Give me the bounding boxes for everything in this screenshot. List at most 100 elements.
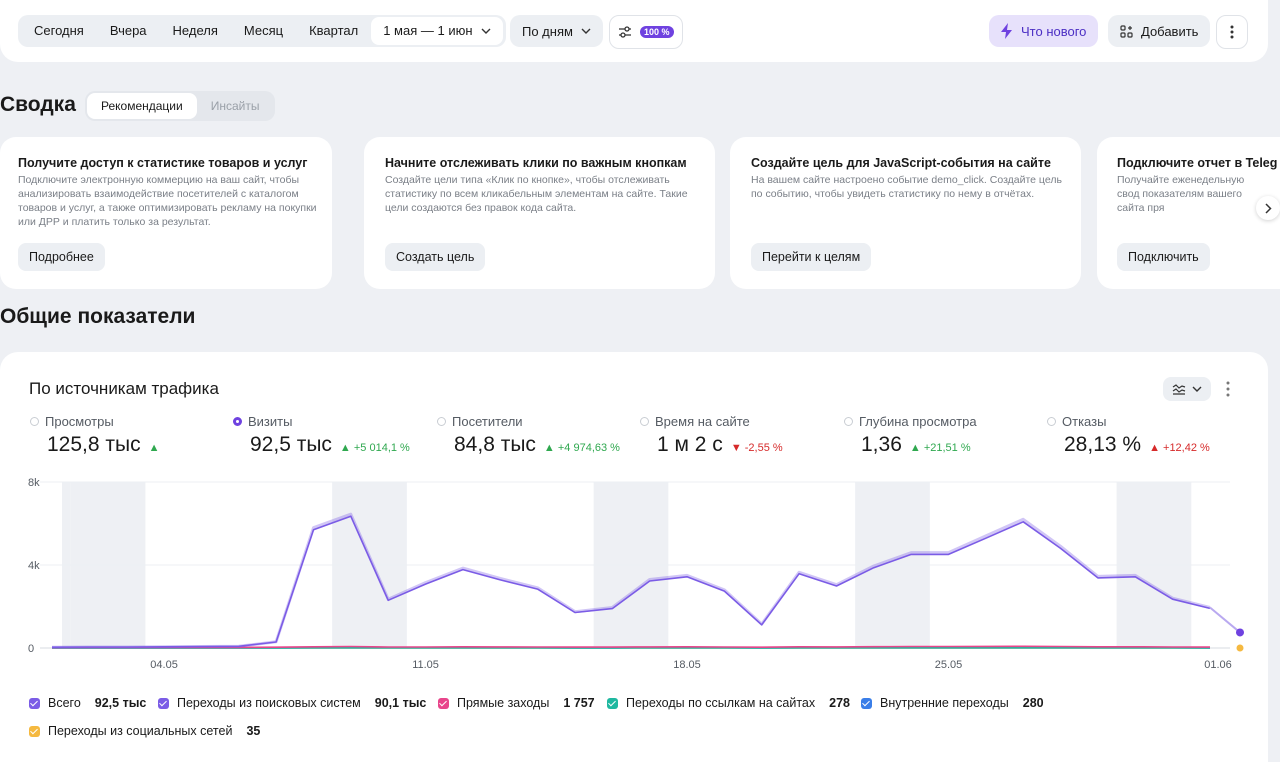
legend-value: 1 757 bbox=[563, 696, 594, 710]
metric-time-on-site[interactable]: Время на сайте 1 м 2 с▼ -2,55 % bbox=[640, 414, 840, 457]
dots-vertical-icon bbox=[1230, 25, 1234, 39]
top-toolbar: Сегодня Вчера Неделя Месяц Квартал 1 мая… bbox=[0, 0, 1268, 62]
legend-item-social[interactable]: Переходы из социальных сетей 35 bbox=[29, 724, 260, 738]
summary-tabs: Рекомендации Инсайты bbox=[85, 91, 275, 121]
tab-recommendations[interactable]: Рекомендации bbox=[87, 93, 197, 119]
sampling-badge: 100 % bbox=[640, 26, 674, 38]
trend-up-icon: ▲ bbox=[149, 442, 160, 454]
card-text: Создайте цели типа «Клик по кнопке», что… bbox=[385, 173, 697, 215]
metric-radio[interactable] bbox=[437, 417, 446, 426]
card-title: Создайте цель для JavaScript-события на … bbox=[751, 156, 1051, 170]
metric-value: 125,8 тыс bbox=[47, 433, 141, 457]
series-endpoint bbox=[1236, 628, 1244, 636]
checkbox-icon bbox=[29, 698, 40, 709]
metric-radio[interactable] bbox=[30, 417, 39, 426]
x-tick-label: 01.06 bbox=[1204, 659, 1232, 671]
card-title: Получите доступ к статистике товаров и у… bbox=[18, 156, 307, 170]
period-quarter-button[interactable]: Квартал bbox=[296, 17, 371, 45]
metric-value: 1,36 bbox=[861, 433, 902, 457]
grouping-select[interactable]: По дням bbox=[510, 15, 603, 47]
add-label: Добавить bbox=[1141, 24, 1198, 39]
chart-type-select[interactable] bbox=[1163, 377, 1211, 401]
card-goals-button[interactable]: Перейти к целям bbox=[751, 243, 871, 271]
metric-bounce-rate[interactable]: Отказы 28,13 %▲ +12,42 % bbox=[1047, 414, 1247, 457]
card-connect-button[interactable]: Подключить bbox=[1117, 243, 1210, 271]
metric-radio[interactable] bbox=[640, 417, 649, 426]
legend-item-links[interactable]: Переходы по ссылкам на сайтах 278 bbox=[607, 696, 850, 710]
card-text: Получайте еженедельную свод показателям … bbox=[1117, 173, 1267, 215]
line-chart-icon bbox=[1172, 383, 1186, 395]
y-tick-label: 0 bbox=[28, 643, 34, 655]
y-tick-label: 4k bbox=[28, 560, 40, 572]
whats-new-label: Что нового bbox=[1021, 24, 1086, 39]
chevron-down-icon bbox=[1192, 386, 1202, 392]
metric-value: 1 м 2 с bbox=[657, 433, 723, 457]
checkbox-icon bbox=[438, 698, 449, 709]
cards-next-button[interactable] bbox=[1256, 196, 1280, 220]
checkbox-icon bbox=[29, 726, 40, 737]
metric-radio[interactable] bbox=[844, 417, 853, 426]
recommendation-card: Создайте цель для JavaScript-события на … bbox=[730, 137, 1081, 289]
chevron-down-icon bbox=[581, 28, 591, 34]
metric-label: Глубина просмотра bbox=[859, 414, 977, 429]
checkbox-icon bbox=[607, 698, 618, 709]
legend-item-direct[interactable]: Прямые заходы 1 757 bbox=[438, 696, 595, 710]
metric-visitors[interactable]: Посетители 84,8 тыс▲ +4 974,63 % bbox=[437, 414, 637, 457]
legend-label: Переходы из поисковых систем bbox=[177, 696, 361, 710]
widgets-icon bbox=[1120, 25, 1133, 38]
date-range-label: 1 мая — 1 июн bbox=[383, 17, 472, 45]
x-tick-label: 04.05 bbox=[150, 659, 178, 671]
metric-pageviews[interactable]: Просмотры 125,8 тыс▲ bbox=[30, 414, 230, 457]
card-details-button[interactable]: Подробнее bbox=[18, 243, 105, 271]
checkbox-icon bbox=[861, 698, 872, 709]
whats-new-button[interactable]: Что нового bbox=[989, 15, 1098, 47]
legend-value: 278 bbox=[829, 696, 850, 710]
legend-value: 280 bbox=[1023, 696, 1044, 710]
date-range-picker[interactable]: 1 мая — 1 июн bbox=[371, 17, 502, 45]
period-selector: Сегодня Вчера Неделя Месяц Квартал 1 мая… bbox=[18, 15, 506, 47]
legend-label: Переходы из социальных сетей bbox=[48, 724, 232, 738]
more-menu-button[interactable] bbox=[1216, 15, 1248, 49]
metric-delta: ▲ +5 014,1 % bbox=[340, 442, 410, 454]
x-tick-label: 11.05 bbox=[412, 659, 439, 671]
period-week-button[interactable]: Неделя bbox=[160, 17, 231, 45]
add-button[interactable]: Добавить bbox=[1108, 15, 1210, 47]
recommendation-card: Получите доступ к статистике товаров и у… bbox=[0, 137, 332, 289]
recommendation-card: Подключите отчет в Teleg Получайте ежене… bbox=[1097, 137, 1280, 289]
period-yesterday-button[interactable]: Вчера bbox=[97, 17, 160, 45]
metric-value: 28,13 % bbox=[1064, 433, 1141, 457]
period-month-button[interactable]: Месяц bbox=[231, 17, 296, 45]
legend-label: Всего bbox=[48, 696, 81, 710]
x-tick-label: 18.05 bbox=[673, 659, 701, 671]
summary-title: Сводка bbox=[0, 93, 76, 117]
metric-delta: ▲ +12,42 % bbox=[1149, 442, 1210, 454]
x-tick-label: 25.05 bbox=[935, 659, 963, 671]
legend-label: Внутренние переходы bbox=[880, 696, 1009, 710]
legend-value: 90,1 тыс bbox=[375, 696, 427, 710]
metric-label: Посетители bbox=[452, 414, 523, 429]
tab-insights[interactable]: Инсайты bbox=[197, 93, 274, 119]
series-endpoint bbox=[1237, 645, 1244, 652]
recommendation-card: Начните отслеживать клики по важным кноп… bbox=[364, 137, 715, 289]
metric-label: Время на сайте bbox=[655, 414, 750, 429]
period-today-button[interactable]: Сегодня bbox=[21, 17, 97, 45]
legend-item-internal[interactable]: Внутренние переходы 280 bbox=[861, 696, 1044, 710]
card-title: Подключите отчет в Teleg bbox=[1117, 156, 1277, 170]
legend-item-search[interactable]: Переходы из поисковых систем 90,1 тыс bbox=[158, 696, 426, 710]
metric-label: Визиты bbox=[248, 414, 292, 429]
metric-page-depth[interactable]: Глубина просмотра 1,36▲ +21,51 % bbox=[844, 414, 1044, 457]
metric-visits[interactable]: Визиты 92,5 тыс▲ +5 014,1 % bbox=[233, 414, 433, 457]
metric-delta: ▲ +4 974,63 % bbox=[544, 442, 620, 454]
y-tick-label: 8k bbox=[28, 477, 40, 489]
metric-radio[interactable] bbox=[233, 417, 242, 426]
sampling-settings-button[interactable]: 100 % bbox=[609, 15, 683, 49]
card-create-goal-button[interactable]: Создать цель bbox=[385, 243, 485, 271]
metric-radio[interactable] bbox=[1047, 417, 1056, 426]
legend-value: 35 bbox=[246, 724, 260, 738]
grouping-label: По дням bbox=[522, 24, 573, 39]
panel-title: По источникам трафика bbox=[29, 379, 219, 399]
legend-label: Прямые заходы bbox=[457, 696, 549, 710]
legend-item-total[interactable]: Всего 92,5 тыс bbox=[29, 696, 146, 710]
dots-vertical-icon[interactable] bbox=[1222, 379, 1234, 399]
card-title: Начните отслеживать клики по важным кноп… bbox=[385, 156, 687, 170]
